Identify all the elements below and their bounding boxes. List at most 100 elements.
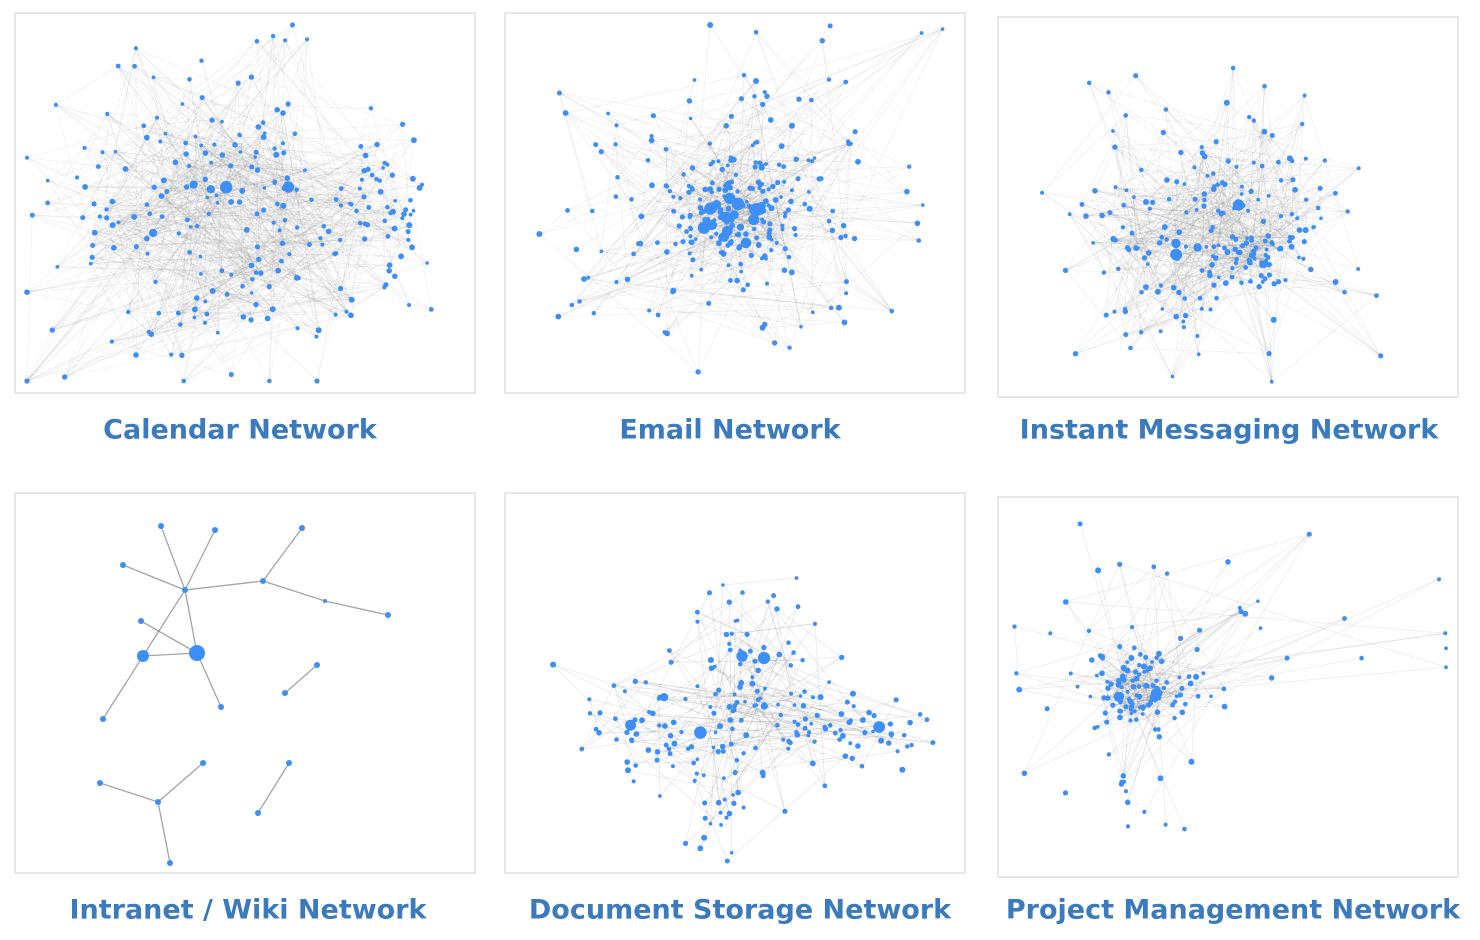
edge xyxy=(673,290,775,344)
edge xyxy=(94,232,179,314)
node xyxy=(764,93,770,100)
edge xyxy=(736,702,810,733)
node xyxy=(1177,675,1182,680)
edge xyxy=(1253,120,1273,382)
node xyxy=(1044,706,1050,712)
node xyxy=(793,156,799,162)
edge xyxy=(256,213,352,316)
node xyxy=(1086,80,1092,86)
edge xyxy=(589,712,786,812)
node xyxy=(732,692,737,697)
node xyxy=(1183,701,1188,707)
edge xyxy=(1108,578,1440,755)
edge xyxy=(47,119,213,181)
edge xyxy=(745,654,780,736)
node xyxy=(284,175,291,181)
node xyxy=(807,730,812,735)
node xyxy=(645,747,652,753)
edge xyxy=(392,174,413,248)
node xyxy=(744,631,750,637)
edge xyxy=(1179,231,1269,237)
edge xyxy=(1102,215,1290,238)
edge xyxy=(1085,215,1177,317)
edge xyxy=(136,246,317,337)
edge xyxy=(157,762,204,803)
edge xyxy=(1176,181,1269,258)
edge xyxy=(1159,193,1205,244)
edge xyxy=(764,91,924,206)
edge xyxy=(84,147,252,168)
node xyxy=(1219,180,1225,186)
node xyxy=(843,279,849,285)
edge xyxy=(106,151,241,210)
edge xyxy=(158,162,212,314)
edge xyxy=(638,40,823,244)
node xyxy=(180,102,185,106)
caption: Project Management Network xyxy=(1006,895,1461,926)
edge xyxy=(1091,659,1122,688)
edge xyxy=(1123,205,1142,333)
edge xyxy=(186,119,213,188)
node xyxy=(321,224,327,229)
node xyxy=(1271,242,1275,247)
edge xyxy=(146,187,155,205)
edge xyxy=(1132,227,1213,234)
node xyxy=(809,97,814,103)
edge xyxy=(26,272,257,382)
edge xyxy=(90,148,275,264)
nodes xyxy=(97,523,391,866)
edge xyxy=(1165,109,1294,181)
edge xyxy=(277,203,394,213)
edge xyxy=(1176,241,1305,255)
edge xyxy=(117,65,187,144)
edge xyxy=(115,151,253,280)
edge xyxy=(1279,158,1291,250)
node xyxy=(752,94,757,99)
edge xyxy=(340,200,396,289)
edge xyxy=(47,113,108,204)
node xyxy=(294,187,299,193)
edge xyxy=(1119,564,1157,700)
edge xyxy=(1088,82,1259,201)
edge xyxy=(106,201,113,219)
edge xyxy=(1113,213,1292,240)
edge xyxy=(700,207,796,236)
node xyxy=(228,199,235,205)
edge xyxy=(1093,242,1129,251)
edge xyxy=(335,199,390,266)
edge xyxy=(276,203,298,228)
edge xyxy=(1093,236,1162,244)
edge xyxy=(51,76,252,331)
node xyxy=(281,185,288,192)
edge xyxy=(1213,240,1290,248)
node xyxy=(377,188,384,195)
node xyxy=(754,139,760,145)
edge xyxy=(269,181,276,382)
edge xyxy=(147,82,239,254)
edge xyxy=(1120,702,1151,712)
edge xyxy=(1093,242,1292,248)
node xyxy=(187,163,192,169)
node xyxy=(80,215,86,221)
edge xyxy=(777,182,855,239)
edge xyxy=(1210,179,1294,232)
edge xyxy=(276,203,352,316)
node xyxy=(1111,129,1115,133)
edge xyxy=(47,180,413,248)
edge xyxy=(571,191,809,306)
node xyxy=(255,124,262,130)
node xyxy=(377,178,382,183)
node xyxy=(144,202,150,207)
edge xyxy=(1137,102,1228,249)
node xyxy=(747,648,753,654)
edge xyxy=(1130,251,1228,349)
node xyxy=(1209,262,1215,268)
edge xyxy=(689,237,725,254)
edge xyxy=(1148,209,1197,254)
node xyxy=(1246,208,1251,213)
edge xyxy=(1258,86,1265,287)
node xyxy=(810,695,815,700)
edge xyxy=(135,47,387,285)
edge xyxy=(1125,115,1138,249)
edge xyxy=(340,205,403,219)
